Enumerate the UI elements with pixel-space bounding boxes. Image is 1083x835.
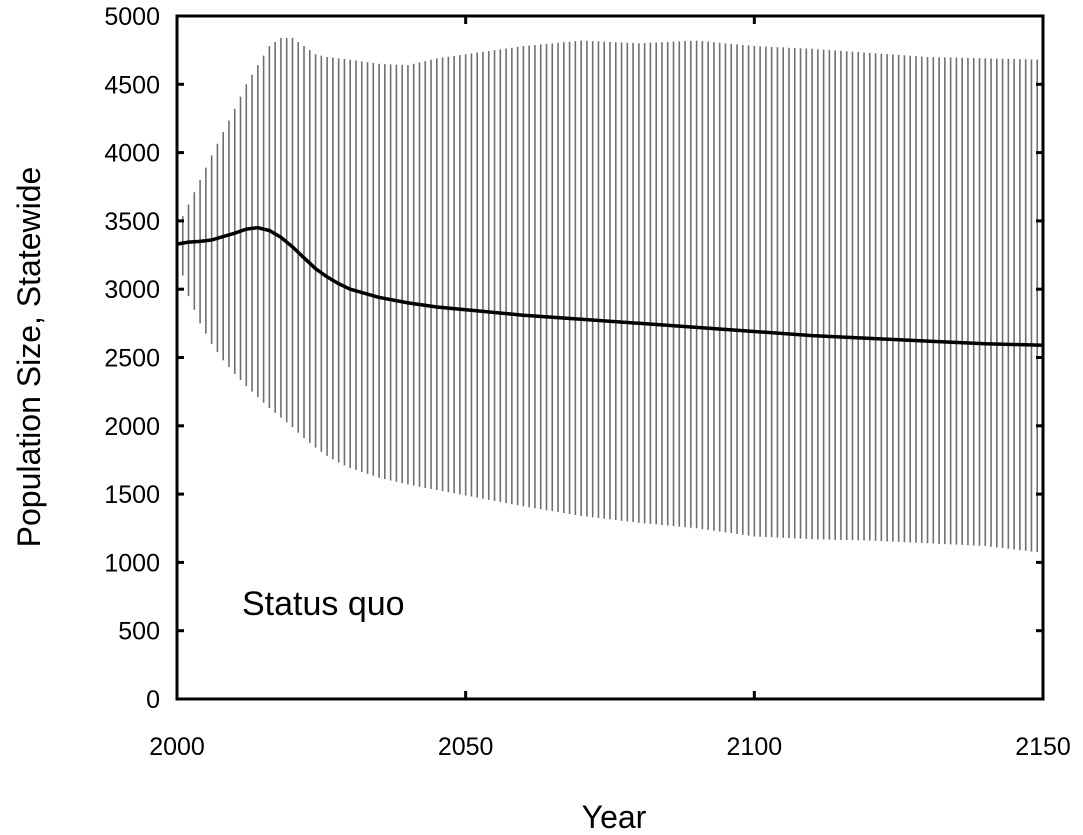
y-tick-label: 1500 [104,481,160,509]
y-tick-label: 1000 [104,549,160,577]
annotation-label: Status quo [242,585,405,623]
y-tick-label: 4000 [104,140,160,168]
mean-line [176,225,1044,347]
x-axis-title: Year [582,799,647,835]
y-axis-title: Population Size, Statewide [11,167,47,548]
y-tick-label: 4500 [104,71,160,99]
y-tick-label: 2000 [104,413,160,441]
y-tick-label: 3000 [104,276,160,304]
y-tick-label: 500 [118,618,160,646]
x-axis-ticks: 2000 2050 2100 2150 [149,16,1071,761]
y-tick-label: 0 [146,686,160,714]
y-tick-label: 2500 [104,345,160,373]
x-tick-label: 2000 [149,733,205,761]
y-tick-label: 3500 [104,208,160,236]
mean-line-group [176,225,1044,347]
x-tick-label: 2050 [438,733,494,761]
y-axis-ticks: 0 500 1000 1500 2000 2500 3000 3500 4000 4500 5000 [104,3,1043,714]
x-tick-label: 2150 [1015,733,1071,761]
x-tick-label: 2100 [727,733,783,761]
y-tick-label: 5000 [104,3,160,31]
confidence-band [176,37,1044,553]
